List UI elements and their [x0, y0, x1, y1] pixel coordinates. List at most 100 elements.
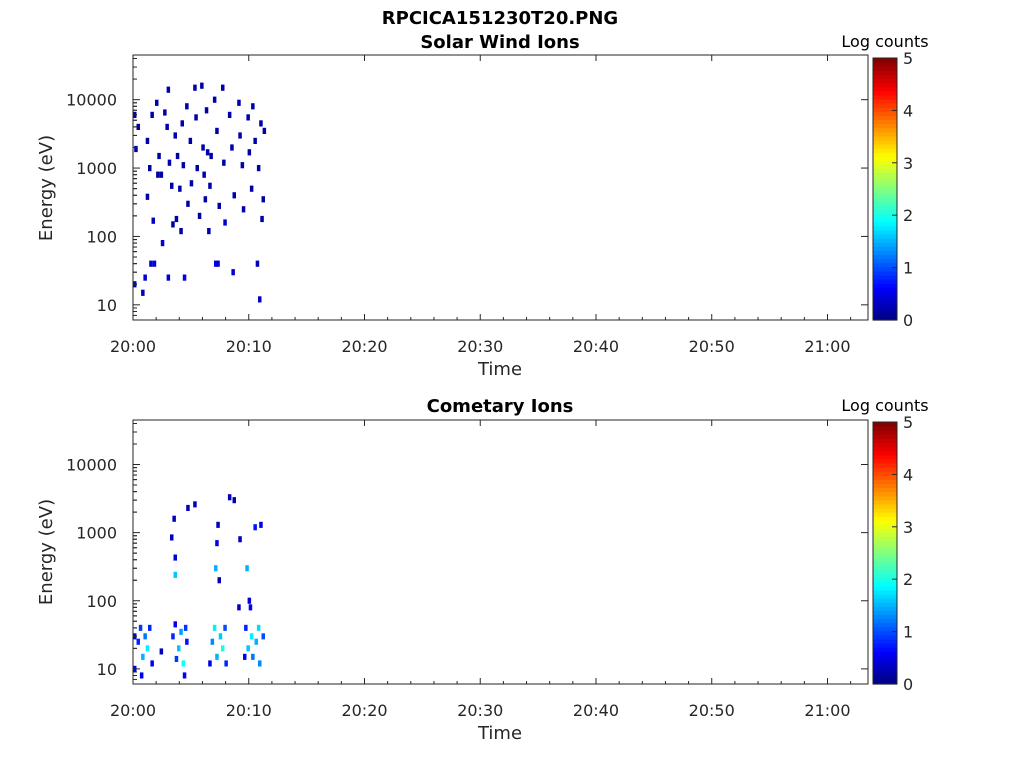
heatmap-cell [208, 182, 212, 189]
heatmap-cell [224, 660, 228, 667]
colorbar: 0 1 2 3 4 5 [872, 413, 913, 694]
colorbar-segment [873, 548, 897, 554]
colorbar-segment [873, 561, 897, 566]
y-tick-label: 1000 [76, 524, 117, 543]
heatmap-cell [173, 554, 177, 561]
colorbar-segment [873, 565, 897, 570]
heatmap-cell [166, 274, 171, 281]
heatmap-cell [166, 86, 171, 93]
colorbar-segment [873, 156, 897, 161]
colorbar-segment [873, 679, 897, 685]
heatmap-cell [215, 127, 219, 134]
heatmap-cell [167, 159, 172, 166]
heatmap-cell [171, 633, 175, 640]
x-axis: 20:00 20:10 20:20 20:30 20:40 20:50 21:00 [110, 420, 852, 720]
colorbar-segment [873, 172, 897, 178]
heatmap-cell [237, 604, 241, 611]
panel-title: Solar Wind Ions [420, 32, 579, 53]
colorbar-label: Log counts [841, 32, 928, 51]
heatmap-cell [245, 565, 249, 572]
heatmap-cell [175, 152, 180, 160]
heatmap-cell [180, 120, 184, 127]
colorbar-segment [873, 225, 897, 231]
heatmap-cell [214, 565, 218, 572]
colorbar-segment [873, 266, 897, 272]
heatmap-cell [216, 260, 220, 267]
heatmap-cell [165, 123, 169, 130]
colorbar-segment [873, 160, 897, 166]
heatmap-cell [232, 192, 236, 199]
heatmap-cell [159, 648, 164, 655]
heatmap-cell [238, 536, 242, 543]
heatmap-cell [216, 521, 220, 528]
x-tick-label: 20:00 [110, 337, 156, 356]
colorbar-tick-label: 0 [903, 311, 913, 330]
colorbar-segment [873, 528, 897, 534]
colorbar-segment [873, 283, 897, 288]
heatmap-cell [217, 577, 221, 584]
heatmap-cell [210, 638, 215, 645]
colorbar-segment [873, 536, 897, 542]
heatmap-cell [150, 111, 154, 118]
heatmap-cell [249, 633, 254, 640]
colorbar-tick-label: 3 [903, 154, 913, 173]
colorbar-tick-label: 1 [903, 259, 913, 278]
colorbar-segment [873, 467, 897, 472]
heatmap-cell [134, 145, 138, 153]
heatmap-cells [133, 82, 267, 303]
heatmap-cell [258, 296, 262, 303]
colorbar-segment [873, 643, 897, 648]
heatmap-cell [141, 653, 145, 660]
colorbar-segment [873, 209, 897, 215]
colorbar-segment [873, 258, 897, 264]
heatmap-cell [141, 289, 145, 296]
colorbar-segment [873, 131, 897, 137]
colorbar-segment [873, 217, 897, 223]
colorbar-segment [873, 274, 897, 280]
heatmap-cell [221, 84, 225, 91]
heatmap-cell [171, 221, 175, 228]
heatmap-cell [244, 624, 248, 631]
colorbar-segment [873, 483, 897, 489]
heatmap-cell [173, 132, 177, 139]
y-axis: 10 100 1000 10000 [66, 422, 868, 685]
colorbar-segment [873, 458, 897, 464]
colorbar-segment [873, 577, 897, 583]
colorbar-segment [873, 115, 897, 120]
colorbar-segment [873, 585, 897, 591]
x-tick-label: 20:40 [573, 337, 619, 356]
heatmap-cell [186, 504, 190, 511]
colorbar-segment [873, 311, 897, 317]
heatmap-cell [246, 114, 250, 121]
heatmap-cell [145, 193, 150, 200]
colorbar-segment [873, 503, 897, 509]
colorbar-segment [873, 58, 897, 63]
colorbar-frame [872, 421, 898, 685]
heatmap-cell [215, 540, 219, 547]
heatmap-cell [188, 137, 193, 144]
heatmap-cell [163, 109, 167, 116]
heatmap-cell [172, 515, 176, 522]
heatmap-cell [181, 660, 186, 667]
colorbar-segment [873, 205, 897, 211]
heatmap-cell [238, 132, 242, 139]
colorbar-segment [873, 127, 897, 133]
colorbar-segment [873, 86, 897, 92]
heatmap-cell [189, 180, 194, 187]
colorbar-segment [873, 516, 897, 521]
colorbar-tick-label: 2 [903, 206, 913, 225]
colorbar-segment [873, 479, 897, 484]
heatmap-cell [212, 96, 217, 103]
heatmap-cell [156, 171, 160, 178]
heatmap-cell [148, 165, 152, 172]
heatmap-cell [151, 217, 155, 224]
colorbar-segment [873, 270, 897, 276]
heatmap-cell [260, 215, 264, 223]
heatmap-cell [261, 633, 265, 640]
colorbar-segment [873, 663, 897, 669]
colorbar-segment [873, 544, 897, 550]
x-tick-label: 20:50 [689, 337, 735, 356]
colorbar-segment [873, 193, 897, 198]
colorbar-segment [873, 168, 897, 174]
heatmap-cell [253, 137, 257, 144]
